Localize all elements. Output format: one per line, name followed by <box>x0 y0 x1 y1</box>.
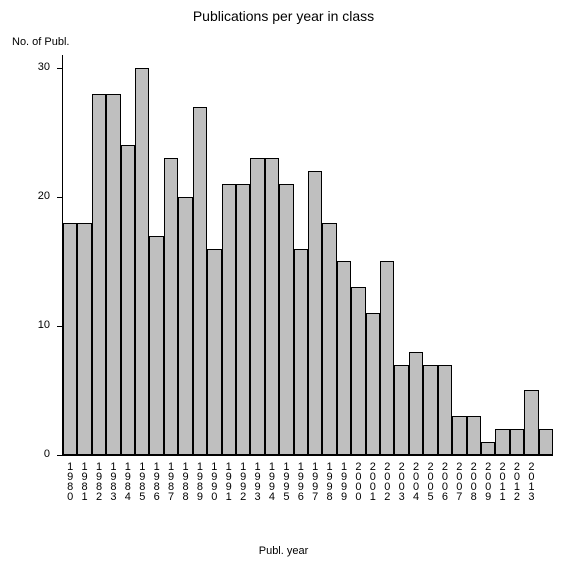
x-tick-label: 1997 <box>309 461 320 501</box>
bar <box>207 249 221 455</box>
x-tick-label: 1998 <box>324 461 335 501</box>
x-tick-label: 1995 <box>280 461 291 501</box>
x-tick-label: 2012 <box>511 461 522 501</box>
y-tick-mark <box>57 455 62 456</box>
bar <box>308 171 322 455</box>
x-tick-label: 1985 <box>136 461 147 501</box>
bar <box>149 236 163 455</box>
y-tick-mark <box>57 326 62 327</box>
y-tick-mark <box>57 68 62 69</box>
x-tick-label: 2004 <box>410 461 421 501</box>
plot-area <box>62 55 553 456</box>
y-tick-label: 30 <box>0 61 50 73</box>
bar <box>92 94 106 455</box>
bar <box>467 416 481 455</box>
x-tick-label: 1989 <box>194 461 205 501</box>
x-tick-label: 1983 <box>107 461 118 501</box>
chart-container: Publications per year in class No. of Pu… <box>0 0 567 567</box>
bar <box>481 442 495 455</box>
y-tick-label: 10 <box>0 319 50 331</box>
bar <box>193 107 207 455</box>
y-tick-mark <box>57 197 62 198</box>
bar <box>77 223 91 455</box>
bar <box>294 249 308 455</box>
x-tick-label: 2000 <box>352 461 363 501</box>
x-tick-label: 1984 <box>122 461 133 501</box>
x-tick-label: 1990 <box>208 461 219 501</box>
bar <box>63 223 77 455</box>
bar <box>337 261 351 455</box>
bar <box>236 184 250 455</box>
chart-title: Publications per year in class <box>0 8 567 24</box>
bar <box>380 261 394 455</box>
bar <box>265 158 279 455</box>
x-tick-label: 1987 <box>165 461 176 501</box>
bar <box>121 145 135 455</box>
bar <box>135 68 149 455</box>
bar <box>250 158 264 455</box>
x-tick-label: 2008 <box>468 461 479 501</box>
x-tick-label: 1999 <box>338 461 349 501</box>
x-tick-label: 1988 <box>180 461 191 501</box>
bar <box>106 94 120 455</box>
y-tick-label: 20 <box>0 190 50 202</box>
bar <box>539 429 553 455</box>
x-tick-label: 2013 <box>525 461 536 501</box>
bar <box>279 184 293 455</box>
x-tick-label: 1993 <box>252 461 263 501</box>
bar <box>351 287 365 455</box>
x-tick-label: 2007 <box>453 461 464 501</box>
bar <box>510 429 524 455</box>
bar <box>322 223 336 455</box>
bar <box>222 184 236 455</box>
x-tick-label: 2011 <box>497 461 508 501</box>
x-tick-label: 2002 <box>381 461 392 501</box>
x-tick-label: 1992 <box>237 461 248 501</box>
bar <box>423 365 437 455</box>
x-tick-label: 1991 <box>223 461 234 501</box>
x-tick-label: 1982 <box>93 461 104 501</box>
x-tick-label: 2006 <box>439 461 450 501</box>
x-tick-label: 1981 <box>79 461 90 501</box>
y-tick-label: 0 <box>0 448 50 460</box>
y-axis-title: No. of Publ. <box>12 36 69 48</box>
x-tick-label: 1980 <box>64 461 75 501</box>
x-tick-label: 2005 <box>425 461 436 501</box>
bar <box>178 197 192 455</box>
bar <box>452 416 466 455</box>
x-tick-label: 1986 <box>151 461 162 501</box>
bar <box>524 390 538 455</box>
bar <box>366 313 380 455</box>
x-tick-label: 1994 <box>266 461 277 501</box>
x-tick-label: 2009 <box>482 461 493 501</box>
x-axis-title: Publ. year <box>0 545 567 557</box>
x-tick-label: 2001 <box>367 461 378 501</box>
bar <box>164 158 178 455</box>
bar <box>409 352 423 455</box>
x-tick-label: 1996 <box>295 461 306 501</box>
bar <box>394 365 408 455</box>
x-tick-label: 2003 <box>396 461 407 501</box>
bar <box>495 429 509 455</box>
bar <box>438 365 452 455</box>
